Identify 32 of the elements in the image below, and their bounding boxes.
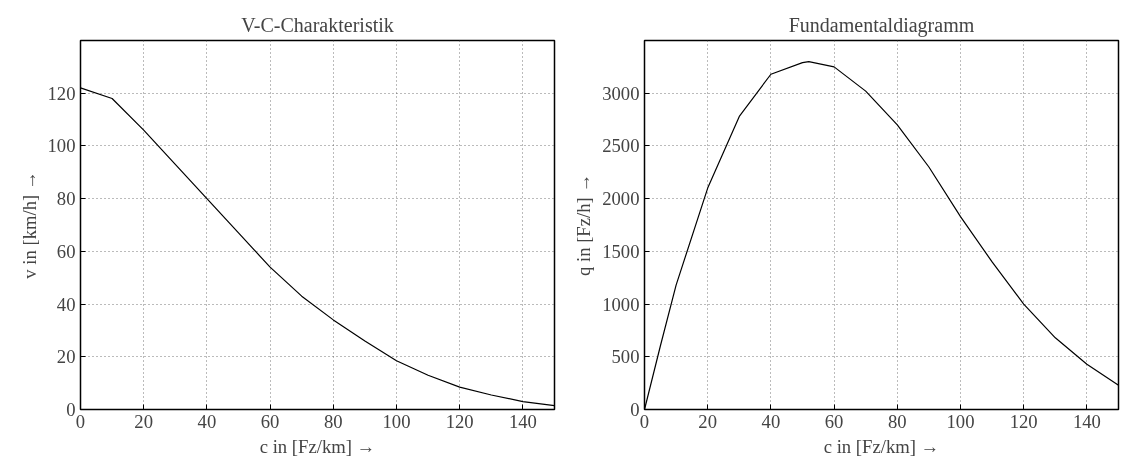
x-axis-title: c in [Fz/km] → [259,435,376,457]
x-tick-label: 40 [197,410,217,432]
y-tick-label: 20 [56,346,76,368]
x-tick-label: 60 [260,410,280,432]
y-tick-label: 2000 [602,188,640,210]
chart-title: V-C-Charakteristik [241,13,394,36]
y-tick-label: 2500 [602,135,640,157]
y-axis-title: v in [km/h] → [18,171,40,279]
y-tick-label: 1000 [602,293,640,315]
y-tick-label: 500 [611,346,640,368]
x-tick-label: 40 [761,410,781,432]
x-tick-label: 100 [382,410,411,432]
y-tick-label: 60 [56,240,76,262]
chart-title: Fundamentaldiagramm [788,13,975,37]
x-tick-label: 140 [508,410,537,432]
y-tick-label: 80 [56,188,76,210]
x-tick-label: 20 [698,410,718,432]
y-tick-label: 120 [47,82,76,104]
y-tick-label: 1500 [602,240,640,262]
y-tick-label: 3000 [602,82,640,104]
x-tick-label: 80 [323,410,343,432]
y-axis-title: q in [Fz/h] → [573,173,595,277]
y-tick-label: 100 [47,135,76,157]
x-tick-label: 60 [824,410,844,432]
x-tick-label: 120 [1009,410,1038,432]
x-tick-label: 140 [1072,410,1101,432]
x-axis-title: c in [Fz/km] → [823,435,940,457]
x-tick-label: 80 [887,410,907,432]
x-tick-label: 20 [134,410,154,432]
y-tick-label: 40 [56,293,76,315]
x-tick-label: 100 [946,410,975,432]
x-tick-label: 120 [445,410,474,432]
